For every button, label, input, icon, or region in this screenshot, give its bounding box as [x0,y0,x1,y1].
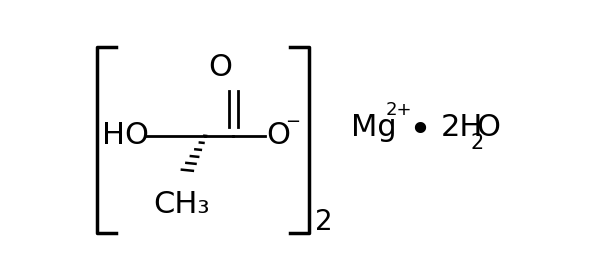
Text: 2+: 2+ [385,101,412,119]
Text: 2H: 2H [441,113,483,142]
Text: •: • [408,112,431,150]
Text: O: O [266,121,290,150]
Text: HO: HO [102,121,149,150]
Text: CH₃: CH₃ [154,190,210,219]
Text: −: − [285,113,300,131]
Text: 2: 2 [470,133,483,153]
Text: 2: 2 [315,208,333,236]
Text: Mg: Mg [351,113,397,142]
Text: O: O [476,113,501,142]
Text: O: O [208,53,232,82]
